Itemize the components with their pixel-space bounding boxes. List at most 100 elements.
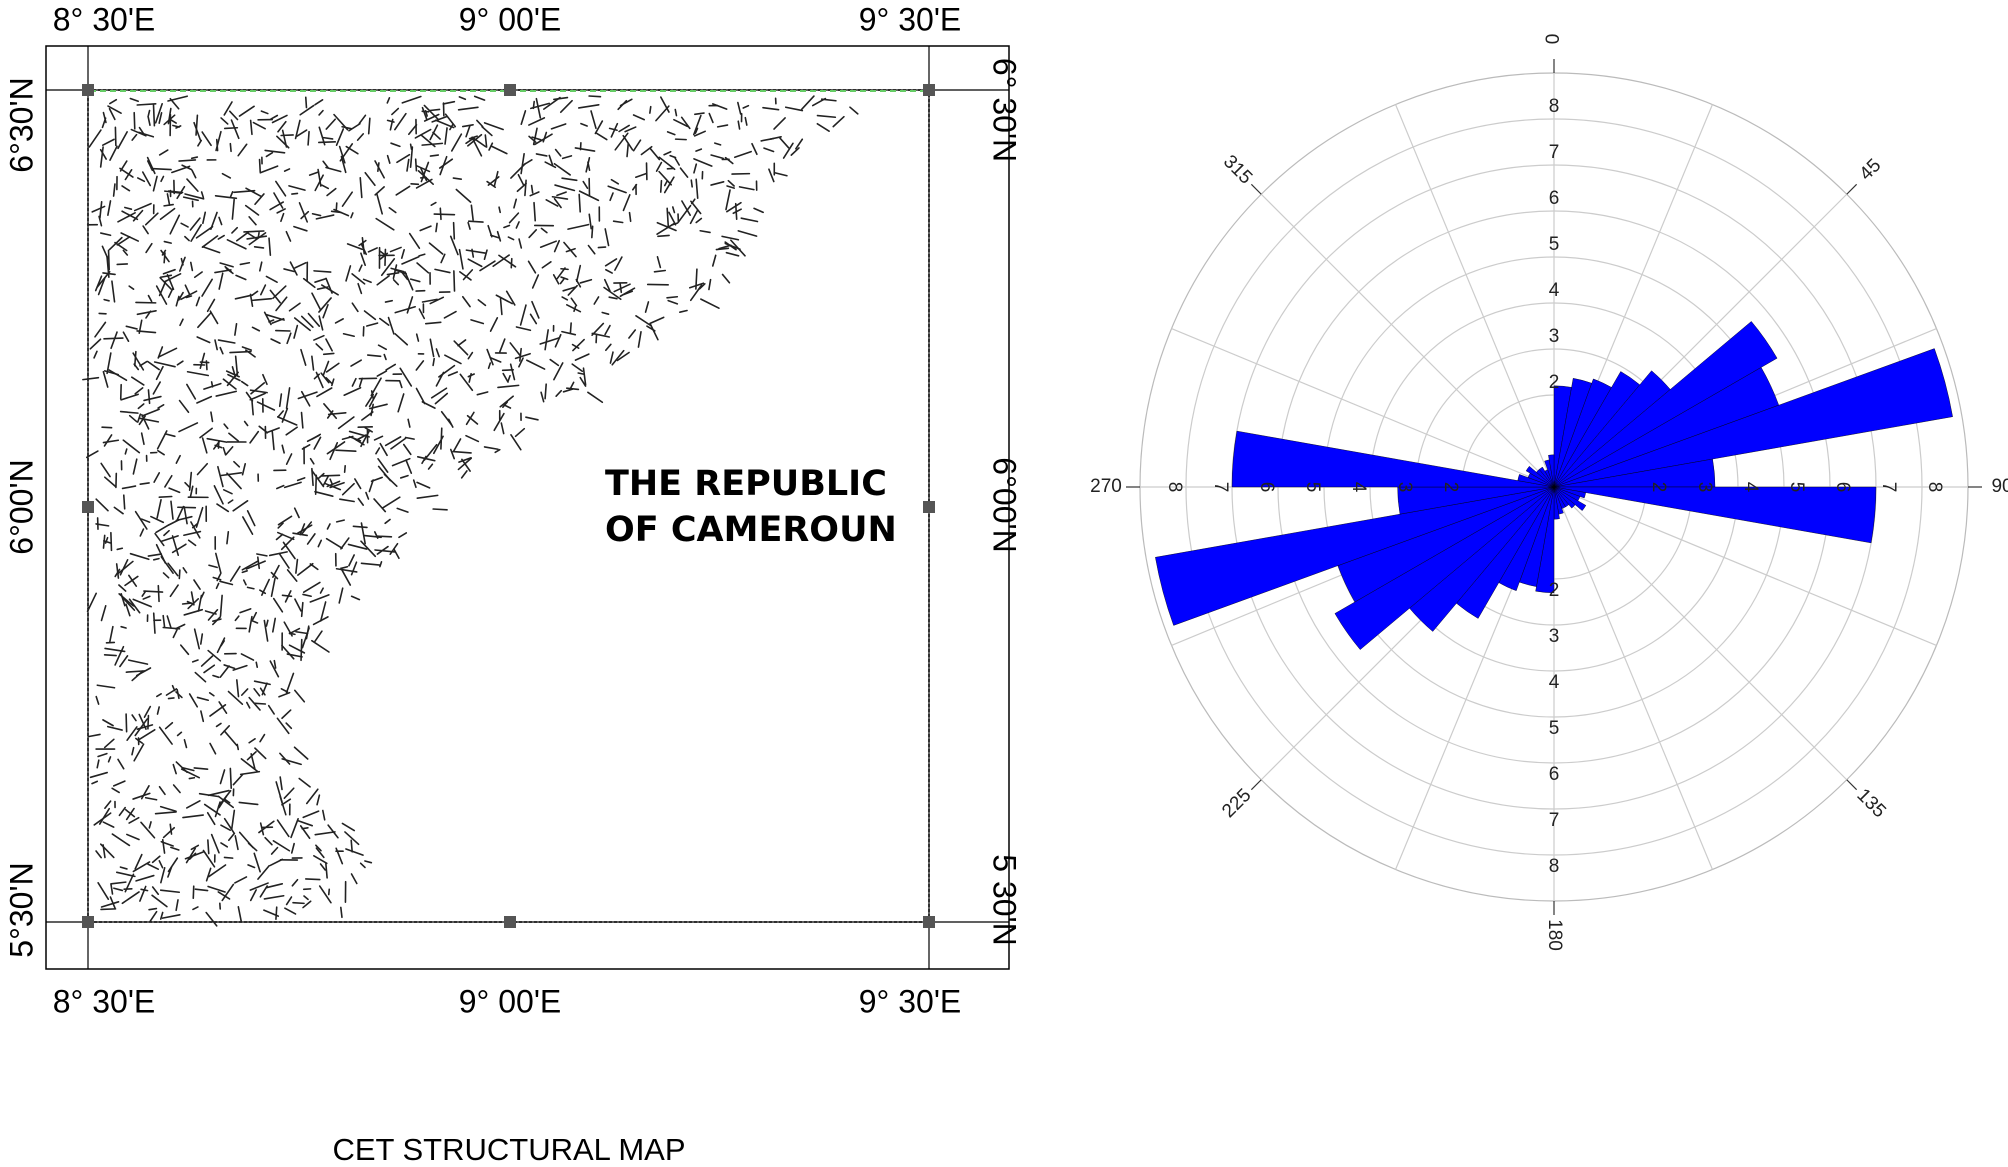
lineament (133, 350, 137, 367)
lineament (175, 761, 188, 774)
lineament (607, 185, 627, 194)
lineament (199, 633, 204, 645)
lineament (261, 578, 270, 596)
lineament (238, 801, 259, 806)
lineament (319, 587, 324, 594)
lineament (147, 389, 151, 405)
lineament (530, 102, 551, 110)
lineament (405, 459, 413, 475)
lineament (313, 855, 328, 865)
lineament (109, 145, 118, 161)
lineament (143, 590, 164, 593)
lineament (301, 443, 311, 450)
lineament (146, 360, 160, 371)
spoke (1553, 486, 1713, 870)
lineament (529, 191, 540, 197)
lineament (386, 272, 400, 276)
lineament (494, 448, 501, 454)
lineament (263, 619, 269, 642)
lineament (520, 110, 527, 126)
x-tick-label: 90 (1991, 476, 2008, 497)
lineament (232, 500, 249, 512)
lineament (322, 360, 330, 376)
lineament (689, 284, 703, 302)
lineament (608, 296, 618, 300)
lineament (389, 118, 394, 131)
lineament (574, 147, 596, 152)
lineament (467, 373, 476, 378)
lineament (124, 808, 136, 818)
x-tick (1846, 183, 1858, 195)
lineament (737, 230, 758, 237)
lineament (660, 96, 670, 113)
lineament (679, 309, 688, 313)
lineament (181, 766, 195, 772)
lineament (285, 230, 292, 242)
lineament (443, 310, 457, 319)
lineament (293, 324, 299, 339)
lineament (360, 252, 366, 267)
lineament (398, 532, 408, 539)
lineament (294, 262, 307, 269)
lineament (363, 310, 377, 321)
lineament (573, 305, 577, 313)
lineament (384, 299, 393, 303)
lineament (233, 460, 241, 468)
lineament (596, 132, 608, 141)
lineament (186, 370, 210, 377)
lineament (175, 295, 180, 307)
lineament (591, 332, 611, 338)
lineament (203, 382, 222, 390)
lineament (275, 906, 278, 920)
lineament (659, 179, 663, 193)
sector (1155, 486, 1555, 626)
lineament (357, 282, 363, 295)
lineament (614, 256, 623, 271)
sector (1553, 348, 1953, 488)
lineament (147, 553, 163, 557)
lineament (140, 785, 150, 800)
lineament (130, 376, 145, 386)
lineament (277, 120, 287, 133)
lineament (311, 470, 325, 488)
lineament (539, 240, 558, 249)
graticule-marker (923, 916, 935, 928)
lineament (279, 752, 291, 765)
lineament (276, 717, 290, 735)
r-tick-label: 5 (1786, 482, 1807, 493)
lineament (605, 268, 613, 274)
lineament (253, 246, 265, 249)
lineament (180, 222, 189, 228)
lineament (341, 435, 354, 441)
lineament (379, 442, 388, 457)
lineament (370, 403, 374, 417)
lineament (284, 590, 292, 603)
lineament (816, 114, 837, 119)
lineament (176, 731, 183, 737)
lineament (271, 317, 285, 324)
lineament (614, 132, 629, 151)
lineament (115, 563, 120, 579)
lineament (103, 298, 110, 302)
lineament (222, 489, 233, 495)
lineament (635, 172, 648, 179)
lineament (296, 477, 306, 482)
lineament (367, 247, 378, 253)
lineament (156, 693, 162, 698)
lineament (708, 278, 712, 291)
lineament (167, 857, 179, 873)
lineament (260, 284, 267, 296)
lineament (832, 115, 845, 128)
lineament (397, 393, 405, 413)
lineament (352, 525, 368, 529)
lineament (326, 523, 331, 530)
lineament (435, 348, 440, 358)
lineament (257, 556, 261, 570)
lineament (440, 253, 446, 264)
r-tick-label: 8 (1549, 96, 1560, 117)
lineament (335, 449, 357, 452)
lineament (326, 187, 337, 197)
lineament (245, 391, 254, 402)
lineament (240, 380, 249, 387)
lineament (294, 119, 301, 140)
